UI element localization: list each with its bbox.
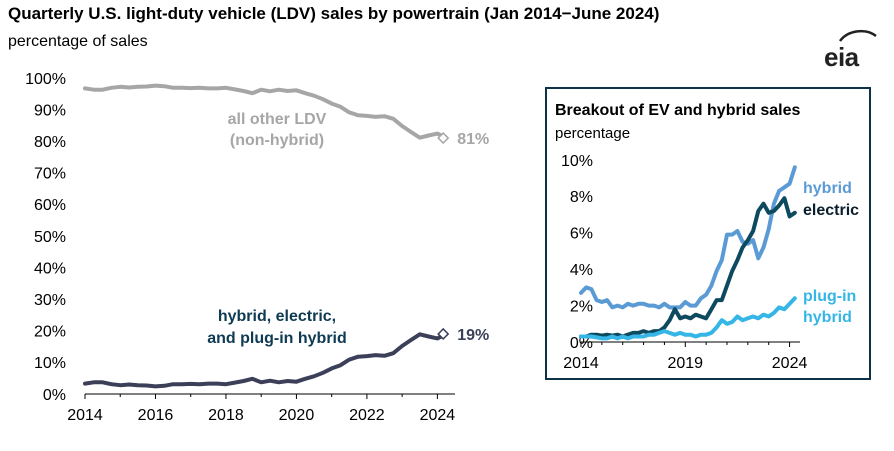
y-tick-label: 2% bbox=[570, 298, 593, 315]
y-tick-label: 40% bbox=[34, 260, 66, 277]
logo-text: eia bbox=[824, 42, 859, 72]
x-tick-label: 2014 bbox=[67, 407, 103, 424]
inset-series-label-hybrid: hybrid bbox=[803, 180, 852, 197]
y-tick-label: 8% bbox=[570, 189, 593, 206]
inset-series-label-electric: electric bbox=[803, 202, 859, 219]
x-tick-label: 2014 bbox=[563, 355, 599, 372]
series-end-marker bbox=[437, 131, 450, 145]
y-tick-label: 6% bbox=[570, 226, 593, 243]
y-tick-label: 50% bbox=[34, 229, 66, 246]
y-tick-label: 80% bbox=[34, 134, 66, 151]
series-line-hybrid bbox=[579, 165, 797, 310]
y-tick-label: 0% bbox=[43, 387, 66, 404]
series-label-electrified: and plug-in hybrid bbox=[207, 330, 347, 347]
x-tick-label: 2024 bbox=[772, 355, 808, 372]
series-label-all-other-ldv: (non-hybrid) bbox=[230, 132, 324, 149]
series-end-label: 81% bbox=[457, 131, 489, 148]
x-tick-label: 2022 bbox=[349, 407, 385, 424]
y-tick-label: 100% bbox=[25, 71, 66, 88]
inset-series-label-plug-in-hybrid: hybrid bbox=[803, 309, 852, 326]
y-tick-label: 10% bbox=[34, 355, 66, 372]
inset-title: Breakout of EV and hybrid sales bbox=[555, 102, 801, 119]
y-tick-label: 90% bbox=[34, 102, 66, 119]
y-axis-title: percentage of sales bbox=[8, 33, 148, 50]
eia-logo: eia bbox=[824, 28, 882, 72]
inset-chart: 0%2%4%6%8%10%2014 2019 2024hybridelectricp… bbox=[561, 153, 859, 372]
x-tick-label: 2024 bbox=[420, 407, 456, 424]
y-tick-label: 30% bbox=[34, 292, 66, 309]
y-tick-label: 10% bbox=[561, 153, 593, 170]
y-tick-label: 20% bbox=[34, 324, 66, 341]
series-line-electric bbox=[579, 196, 797, 339]
inset-y-axis-title: percentage bbox=[555, 125, 631, 142]
inset-panel: 0% 2% 4% 6% 8% 10% 2014 2019 2024 hybrid electric p… bbox=[545, 87, 871, 380]
series-label-all-other-ldv: all other LDV bbox=[228, 111, 327, 128]
x-tick-label: 2018 bbox=[208, 407, 244, 424]
chart-title: Quarterly U.S. light-duty vehicle (LDV) … bbox=[8, 4, 660, 23]
inset-series-label-plug-in-hybrid: plug-in bbox=[803, 288, 856, 305]
logo-arc-icon bbox=[838, 29, 877, 42]
series-end-label: 19% bbox=[457, 327, 489, 344]
series-label-electrified: hybrid, electric, bbox=[218, 308, 336, 325]
series-end-marker bbox=[437, 327, 450, 341]
x-tick-label: 2016 bbox=[138, 407, 174, 424]
series-line-all-other-ldv-non-hybrid- bbox=[83, 83, 449, 140]
y-tick-label: 70% bbox=[34, 166, 66, 183]
series-line-hybrid-electric-and-plug-in-hybrid bbox=[83, 332, 449, 389]
y-tick-label: 60% bbox=[34, 197, 66, 214]
y-tick-label: 4% bbox=[570, 262, 593, 279]
series-line-plug-in-hybrid bbox=[579, 296, 797, 341]
x-tick-label: 2020 bbox=[279, 407, 315, 424]
x-tick-label: 2019 bbox=[667, 355, 703, 372]
